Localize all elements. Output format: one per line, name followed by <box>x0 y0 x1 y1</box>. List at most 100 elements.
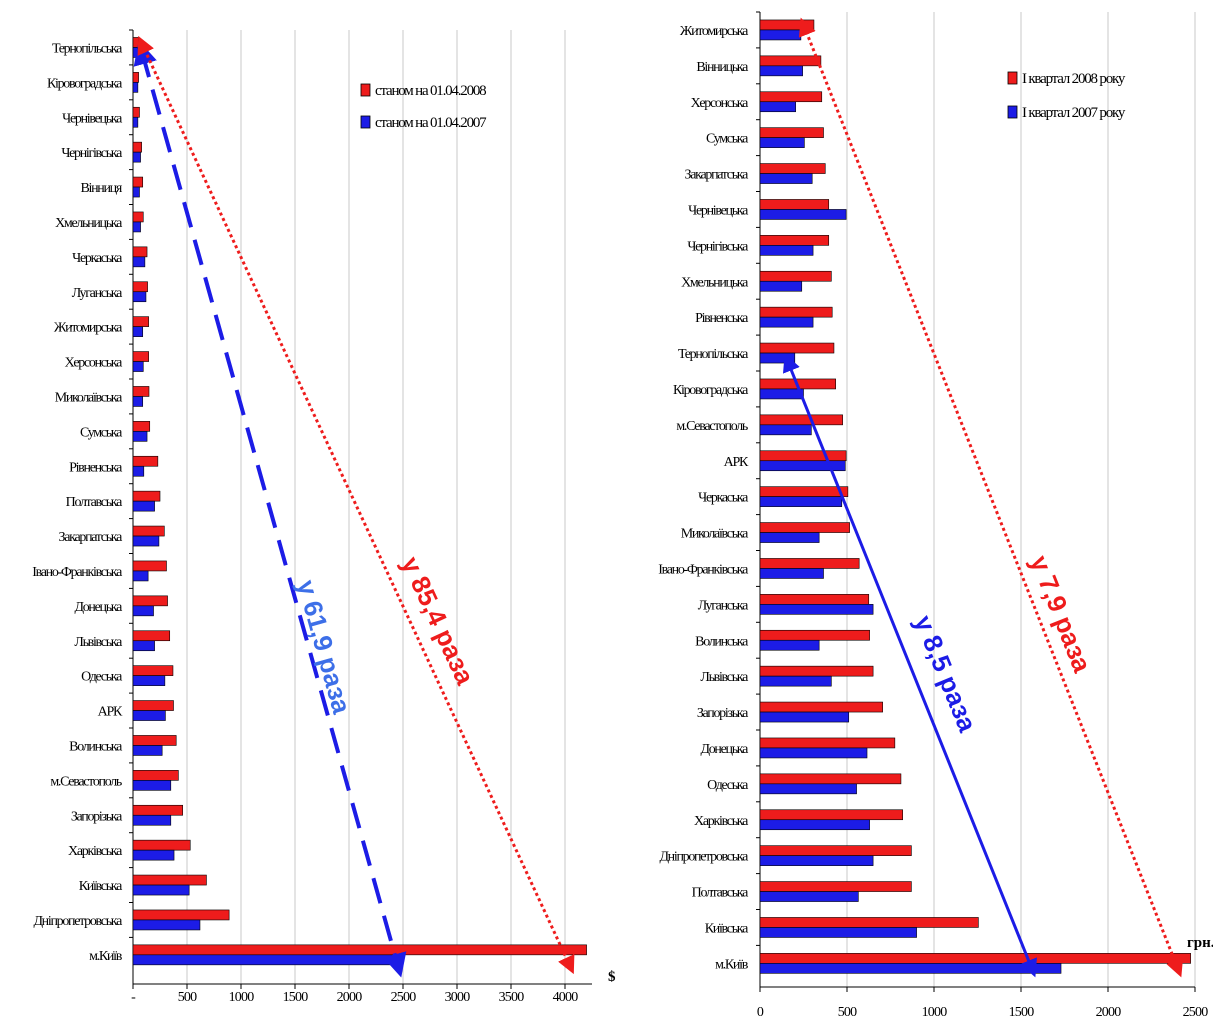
left-bar-2007 <box>132 151 141 163</box>
right-tick-label: 1500 <box>1009 1005 1035 1020</box>
right-bar-2007 <box>759 101 796 113</box>
left-category-label: Донецька <box>74 600 123 615</box>
right-bar-2007 <box>759 352 796 364</box>
right-bar-2007 <box>759 783 857 795</box>
left-category-label: Рівненська <box>69 460 123 475</box>
left-annotation-2007: у 61,9 раза <box>291 577 357 718</box>
right-bar-2007 <box>759 245 814 256</box>
left-bar-2007 <box>132 82 139 93</box>
right-category-labels: Житомирська Вінницька Херсонська Сумська Зак… <box>658 24 750 972</box>
right-category-label: Сумська <box>706 132 749 147</box>
right-bar-2008 <box>759 953 1191 964</box>
right-tick-label: 2500 <box>1183 1005 1209 1020</box>
left-category-label: Сумська <box>80 425 123 440</box>
right-bar-2008 <box>759 127 824 138</box>
right-tick-label: 500 <box>838 1005 857 1020</box>
left-annotation-2008: у 85,4 раза <box>396 552 481 690</box>
left-category-label: Черкаська <box>72 251 123 266</box>
right-ratio-arrow-2007 <box>783 353 1037 978</box>
left-bar-2007 <box>132 465 145 477</box>
left-bar-2007 <box>132 849 175 861</box>
right-tick-label: 1000 <box>922 1005 948 1020</box>
left-bar-2008 <box>132 490 161 502</box>
left-bar-2007 <box>132 291 147 303</box>
left-category-label: Запорізька <box>71 809 123 824</box>
left-category-label: Херсонська <box>65 356 124 371</box>
left-tick-label: 3000 <box>445 990 471 1005</box>
left-bar-2007 <box>132 186 140 198</box>
right-bar-2008 <box>759 773 902 785</box>
right-category-label: Кіровоградська <box>673 383 749 398</box>
right-category-label: Київська <box>705 921 749 936</box>
right-bar-2007 <box>759 316 814 328</box>
left-bar-2007 <box>132 675 166 686</box>
left-bar-2007 <box>132 919 201 931</box>
left-bar-2008 <box>132 351 149 362</box>
right-category-label: Донецька <box>700 742 749 757</box>
left-bar-2008 <box>132 246 148 258</box>
left-tick-label: - <box>131 990 136 1005</box>
left-tick-label: 3500 <box>499 990 525 1005</box>
left-bar-2008 <box>132 525 165 537</box>
right-bar-2008 <box>759 665 874 677</box>
left-bar-2008 <box>132 106 140 118</box>
left-category-label: Закарпатська <box>59 530 124 545</box>
left-legend-item-2007: станом на 01.04.2007 <box>360 115 488 131</box>
right-annotation-2008: у 7,9 раза <box>1024 551 1097 677</box>
left-category-label: Луганська <box>72 286 123 301</box>
right-tick-label: 0 <box>757 1005 764 1020</box>
right-category-label: Луганська <box>698 598 749 613</box>
right-category-label: Одеська <box>707 778 749 793</box>
right-tick-label: 2000 <box>1096 1005 1122 1020</box>
left-tick-labels: - 500 1000 1500 2000 2500 3000 3500 4000 <box>131 990 579 1005</box>
left-category-label: Волинська <box>69 739 123 754</box>
left-bar-2008 <box>132 560 167 572</box>
left-legend-label-2008: станом на 01.04.2008 <box>375 83 486 99</box>
right-category-label: Полтавська <box>692 886 749 901</box>
left-bar-2007 <box>132 431 148 442</box>
left-bar-2008 <box>132 839 191 851</box>
right-bar-2008 <box>759 881 912 892</box>
right-bar-2007 <box>759 819 870 831</box>
left-category-label: м.Київ <box>89 949 123 964</box>
left-category-label: Миколаївська <box>55 390 123 405</box>
right-bar-2008 <box>759 55 822 67</box>
left-category-label: Київська <box>79 879 123 894</box>
right-bar-2007 <box>759 568 824 579</box>
left-bar-chart: Тернопільська Кіровоградська Чернівецька Че… <box>32 29 616 1005</box>
left-bar-2007 <box>132 710 166 721</box>
right-category-label: Закарпатська <box>685 168 750 183</box>
right-bar-2007 <box>759 711 850 723</box>
right-bar-2008 <box>759 486 849 497</box>
right-bar-2008 <box>759 235 830 246</box>
left-bar-2007 <box>132 745 163 756</box>
right-bar-2008 <box>759 522 850 533</box>
left-bar-2007 <box>132 221 141 233</box>
right-bar-2008 <box>759 701 883 713</box>
left-gridlines <box>129 29 592 989</box>
left-bar-2008 <box>132 700 174 711</box>
right-bar-2007 <box>759 639 820 651</box>
left-category-label: Кіровоградська <box>47 76 123 91</box>
left-bar-2007 <box>132 500 155 512</box>
left-bar-2008 <box>132 735 177 746</box>
right-bar-2007 <box>759 747 868 759</box>
left-bar-2007 <box>132 116 139 128</box>
right-tick-labels: 0 500 1000 1500 2000 2500 <box>757 1005 1209 1020</box>
left-legend-label-2007: станом на 01.04.2007 <box>375 115 487 131</box>
left-bar-2007 <box>132 640 155 652</box>
right-category-label: Львівська <box>700 670 749 685</box>
right-bar-2007 <box>759 424 812 436</box>
left-bar-2008 <box>132 874 207 886</box>
right-category-label: Дніпропетровська <box>659 850 749 865</box>
left-category-label: Чернігівська <box>61 146 123 161</box>
left-legend-item-2008: станом на 01.04.2008 <box>360 83 487 99</box>
left-category-label: Дніпропетровська <box>33 914 123 929</box>
left-category-label: Тернопільська <box>52 41 123 56</box>
left-bar-2007 <box>132 535 160 547</box>
left-category-label: Чернівецька <box>62 111 123 126</box>
right-category-label: Тернопільська <box>678 347 749 362</box>
left-legend-swatch-2008 <box>360 83 371 97</box>
left-tick-label: 500 <box>178 990 197 1005</box>
right-category-label: Волинська <box>695 634 749 649</box>
